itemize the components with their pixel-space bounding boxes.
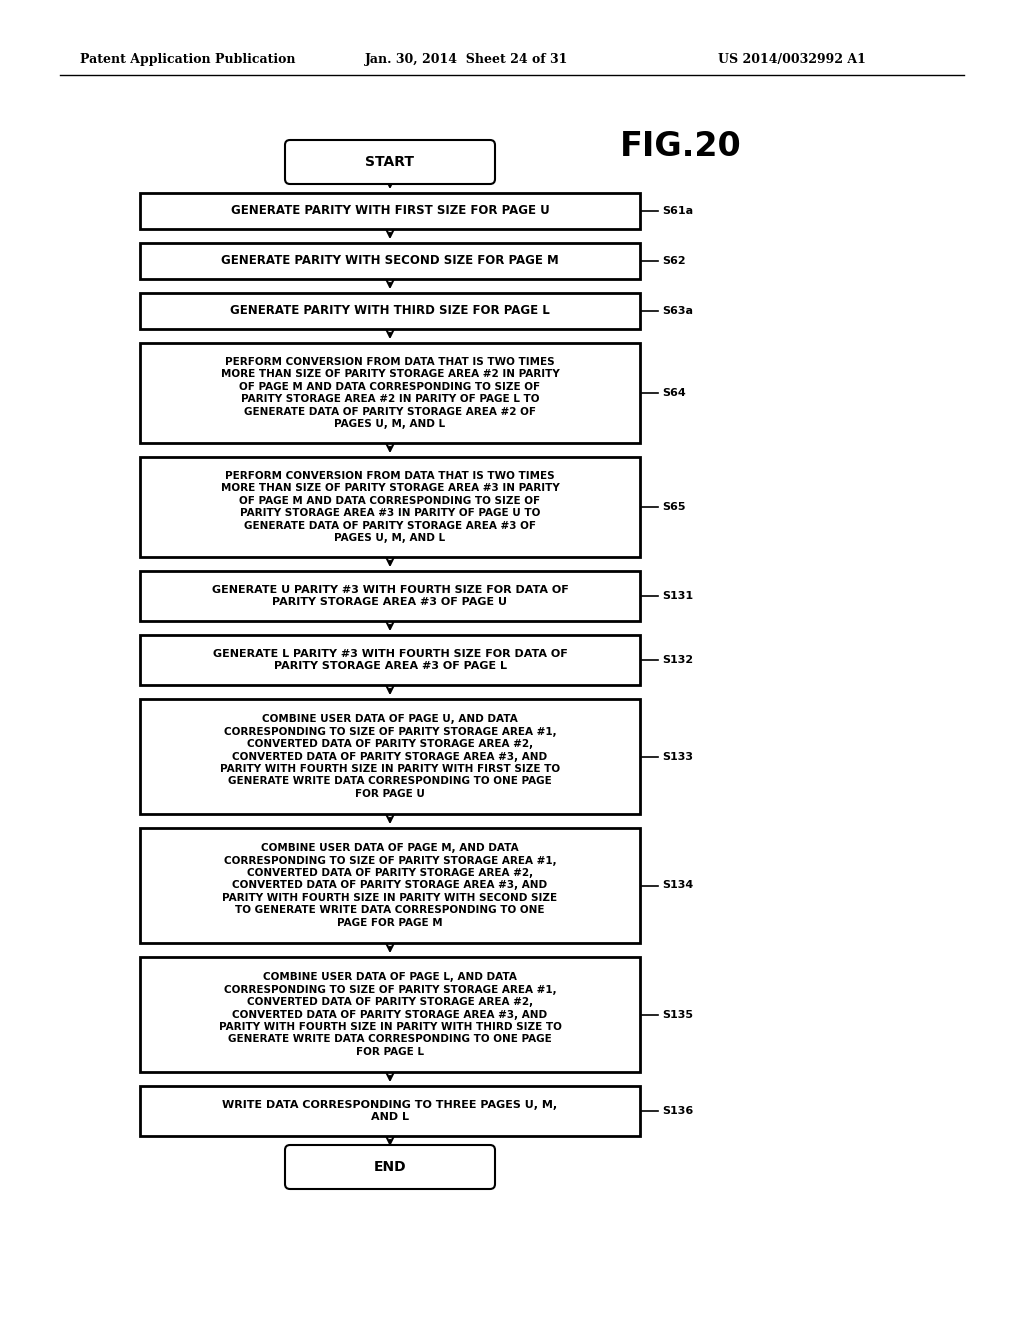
- Text: COMBINE USER DATA OF PAGE M, AND DATA
CORRESPONDING TO SIZE OF PARITY STORAGE AR: COMBINE USER DATA OF PAGE M, AND DATA CO…: [222, 843, 557, 928]
- Text: GENERATE L PARITY #3 WITH FOURTH SIZE FOR DATA OF
PARITY STORAGE AREA #3 OF PAGE: GENERATE L PARITY #3 WITH FOURTH SIZE FO…: [213, 649, 567, 671]
- Bar: [140, 957, 640, 1072]
- Bar: [140, 343, 640, 444]
- Text: S133: S133: [662, 751, 693, 762]
- Text: START: START: [366, 154, 415, 169]
- Text: S132: S132: [662, 655, 693, 665]
- Text: GENERATE U PARITY #3 WITH FOURTH SIZE FOR DATA OF
PARITY STORAGE AREA #3 OF PAGE: GENERATE U PARITY #3 WITH FOURTH SIZE FO…: [212, 585, 568, 607]
- Text: S63a: S63a: [662, 306, 693, 315]
- Text: Patent Application Publication: Patent Application Publication: [80, 54, 296, 66]
- Text: WRITE DATA CORRESPONDING TO THREE PAGES U, M,
AND L: WRITE DATA CORRESPONDING TO THREE PAGES …: [222, 1100, 557, 1122]
- Text: GENERATE PARITY WITH SECOND SIZE FOR PAGE M: GENERATE PARITY WITH SECOND SIZE FOR PAG…: [221, 255, 559, 268]
- Bar: [140, 700, 640, 814]
- Text: S131: S131: [662, 591, 693, 601]
- Bar: [140, 1086, 640, 1137]
- Bar: [140, 243, 640, 279]
- Text: COMBINE USER DATA OF PAGE U, AND DATA
CORRESPONDING TO SIZE OF PARITY STORAGE AR: COMBINE USER DATA OF PAGE U, AND DATA CO…: [220, 714, 560, 799]
- Text: US 2014/0032992 A1: US 2014/0032992 A1: [718, 54, 866, 66]
- Text: S134: S134: [662, 880, 693, 891]
- Text: S136: S136: [662, 1106, 693, 1115]
- Text: GENERATE PARITY WITH THIRD SIZE FOR PAGE L: GENERATE PARITY WITH THIRD SIZE FOR PAGE…: [230, 305, 550, 318]
- Bar: [140, 457, 640, 557]
- Text: END: END: [374, 1160, 407, 1173]
- Text: COMBINE USER DATA OF PAGE L, AND DATA
CORRESPONDING TO SIZE OF PARITY STORAGE AR: COMBINE USER DATA OF PAGE L, AND DATA CO…: [218, 973, 561, 1057]
- Text: PERFORM CONVERSION FROM DATA THAT IS TWO TIMES
MORE THAN SIZE OF PARITY STORAGE : PERFORM CONVERSION FROM DATA THAT IS TWO…: [220, 471, 559, 543]
- Bar: [140, 635, 640, 685]
- Text: S65: S65: [662, 502, 685, 512]
- Text: S135: S135: [662, 1010, 693, 1019]
- Text: FIG.20: FIG.20: [620, 129, 741, 162]
- Bar: [140, 293, 640, 329]
- FancyBboxPatch shape: [285, 1144, 495, 1189]
- Bar: [140, 572, 640, 620]
- Text: S61a: S61a: [662, 206, 693, 216]
- FancyBboxPatch shape: [285, 140, 495, 183]
- Text: GENERATE PARITY WITH FIRST SIZE FOR PAGE U: GENERATE PARITY WITH FIRST SIZE FOR PAGE…: [230, 205, 549, 218]
- Text: PERFORM CONVERSION FROM DATA THAT IS TWO TIMES
MORE THAN SIZE OF PARITY STORAGE : PERFORM CONVERSION FROM DATA THAT IS TWO…: [220, 356, 559, 429]
- Text: S64: S64: [662, 388, 686, 399]
- Text: S62: S62: [662, 256, 686, 267]
- Bar: [140, 828, 640, 942]
- Text: Jan. 30, 2014  Sheet 24 of 31: Jan. 30, 2014 Sheet 24 of 31: [365, 54, 568, 66]
- Bar: [140, 193, 640, 228]
